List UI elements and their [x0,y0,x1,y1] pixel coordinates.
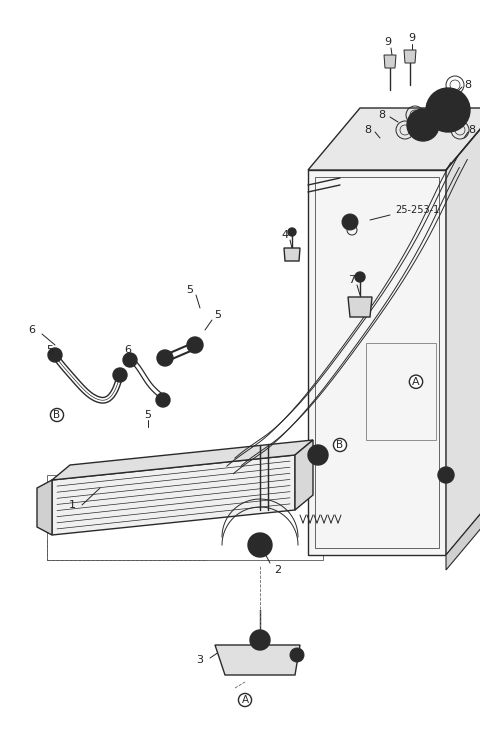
Circle shape [308,445,328,465]
Circle shape [438,467,454,483]
Circle shape [407,109,439,141]
Text: A: A [241,695,249,705]
Text: 8: 8 [378,110,385,120]
Text: 8: 8 [465,80,471,90]
Text: B: B [336,440,344,450]
Text: 8: 8 [364,125,372,135]
Text: 5: 5 [215,310,221,320]
Polygon shape [446,493,480,570]
Text: 5: 5 [187,285,193,295]
Text: 25-253-1: 25-253-1 [395,205,439,215]
Polygon shape [295,440,313,510]
Circle shape [156,393,170,407]
Polygon shape [384,55,396,68]
Polygon shape [308,170,446,555]
Text: 3: 3 [196,655,204,665]
Circle shape [290,648,304,662]
Text: 1: 1 [69,500,75,510]
Polygon shape [52,455,295,535]
Circle shape [250,630,270,650]
Circle shape [123,353,137,367]
Polygon shape [348,297,372,317]
Text: 6: 6 [124,345,132,355]
Polygon shape [284,248,300,261]
Circle shape [355,272,365,282]
Polygon shape [215,645,300,675]
Circle shape [248,533,272,557]
Circle shape [442,104,454,116]
Text: 4: 4 [281,230,288,240]
Circle shape [113,368,127,382]
Circle shape [187,337,203,353]
Text: 5: 5 [47,345,53,355]
Text: 5: 5 [144,410,152,420]
Circle shape [419,121,427,129]
Circle shape [342,214,358,230]
Text: 2: 2 [275,565,282,575]
Text: 6: 6 [28,325,36,335]
Circle shape [288,228,296,236]
Text: 9: 9 [384,37,392,47]
Polygon shape [308,108,480,170]
Circle shape [48,348,62,362]
Polygon shape [52,440,313,480]
Polygon shape [37,480,52,535]
Text: 9: 9 [408,33,416,43]
Polygon shape [446,108,480,555]
Circle shape [157,350,173,366]
Text: 7: 7 [348,275,356,285]
Circle shape [426,88,470,132]
Polygon shape [404,50,416,63]
Text: 8: 8 [468,125,476,135]
Text: A: A [412,377,420,387]
Text: B: B [53,410,60,420]
